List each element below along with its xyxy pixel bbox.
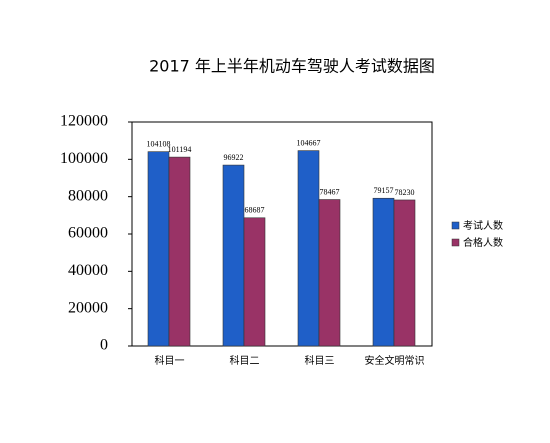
value-label: 78467 [320,187,340,196]
bar [222,164,245,347]
y-tick-label: 40000 [68,262,108,279]
x-tick-label: 安全文明常识 [365,354,425,367]
value-label: 101194 [168,145,192,154]
y-tick-label: 20000 [68,299,108,316]
value-label: 79157 [374,186,394,195]
x-tick-label: 科目二 [230,354,260,367]
y-tick-label: 100000 [60,150,108,167]
y-tick-label: 120000 [60,113,108,130]
y-tick-label: 0 [100,337,108,354]
bar [297,150,320,347]
bar [168,156,191,347]
bar [372,197,395,347]
x-tick-label: 科目一 [155,354,185,367]
value-label: 104108 [147,139,171,148]
legend-swatch [451,238,460,247]
bar [393,199,416,347]
chart-title: 2017 年上半年机动车驾驶人考试数据图 [149,57,435,76]
value-label: 68687 [245,206,265,215]
bar [147,151,170,347]
y-tick-label: 60000 [68,225,108,242]
y-tick-label: 80000 [68,187,108,204]
bar [318,199,341,347]
x-tick-label: 科目三 [305,354,335,367]
value-label: 96922 [224,153,244,162]
bar [243,217,266,347]
value-label: 78230 [395,188,415,197]
legend-swatch [451,221,460,230]
legend-label: 考试人数 [463,219,503,232]
legend-label: 合格人数 [463,236,503,249]
value-label: 104667 [297,138,321,147]
